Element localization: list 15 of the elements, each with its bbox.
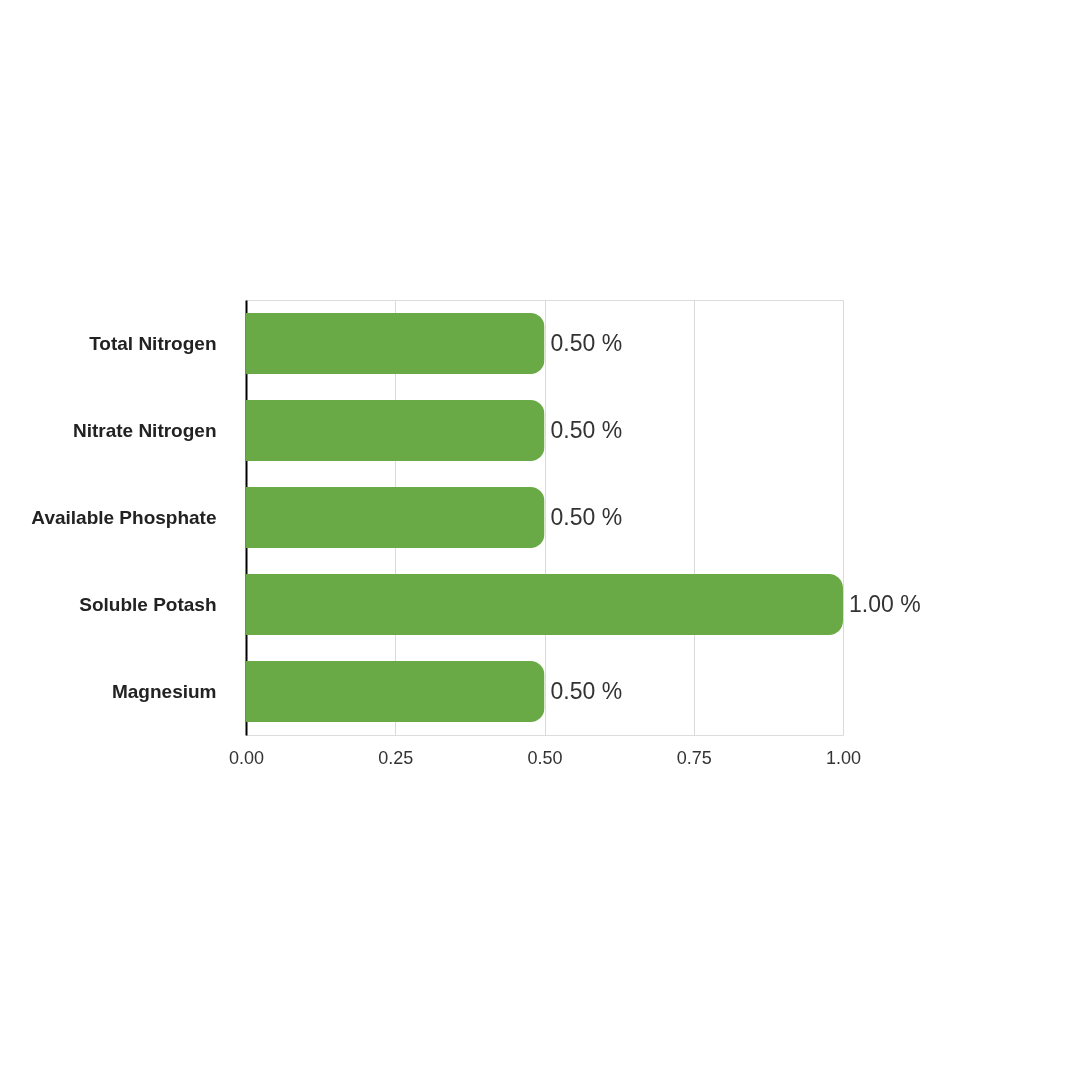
- y-tick-label: Available Phosphate: [31, 506, 217, 528]
- data-label: 0.50 %: [550, 416, 623, 443]
- x-tick-label: 1.00: [825, 747, 862, 768]
- data-label: 0.50 %: [550, 677, 623, 704]
- data-label: 0.50 %: [550, 329, 623, 356]
- y-tick-label: Total Nitrogen: [89, 332, 217, 354]
- y-tick-label: Nitrate Nitrogen: [72, 419, 217, 441]
- data-label: 1.00 %: [849, 590, 921, 617]
- y-tick-label: Soluble Potash: [79, 593, 217, 615]
- x-tick-label: 0.75: [676, 747, 712, 768]
- y-tick-label: Magnesium: [111, 680, 217, 702]
- x-tick-label: 0.00: [228, 747, 265, 768]
- data-label: 0.50 %: [550, 503, 623, 530]
- x-tick-label: 0.50: [527, 747, 563, 768]
- x-tick-label: 0.25: [378, 747, 414, 768]
